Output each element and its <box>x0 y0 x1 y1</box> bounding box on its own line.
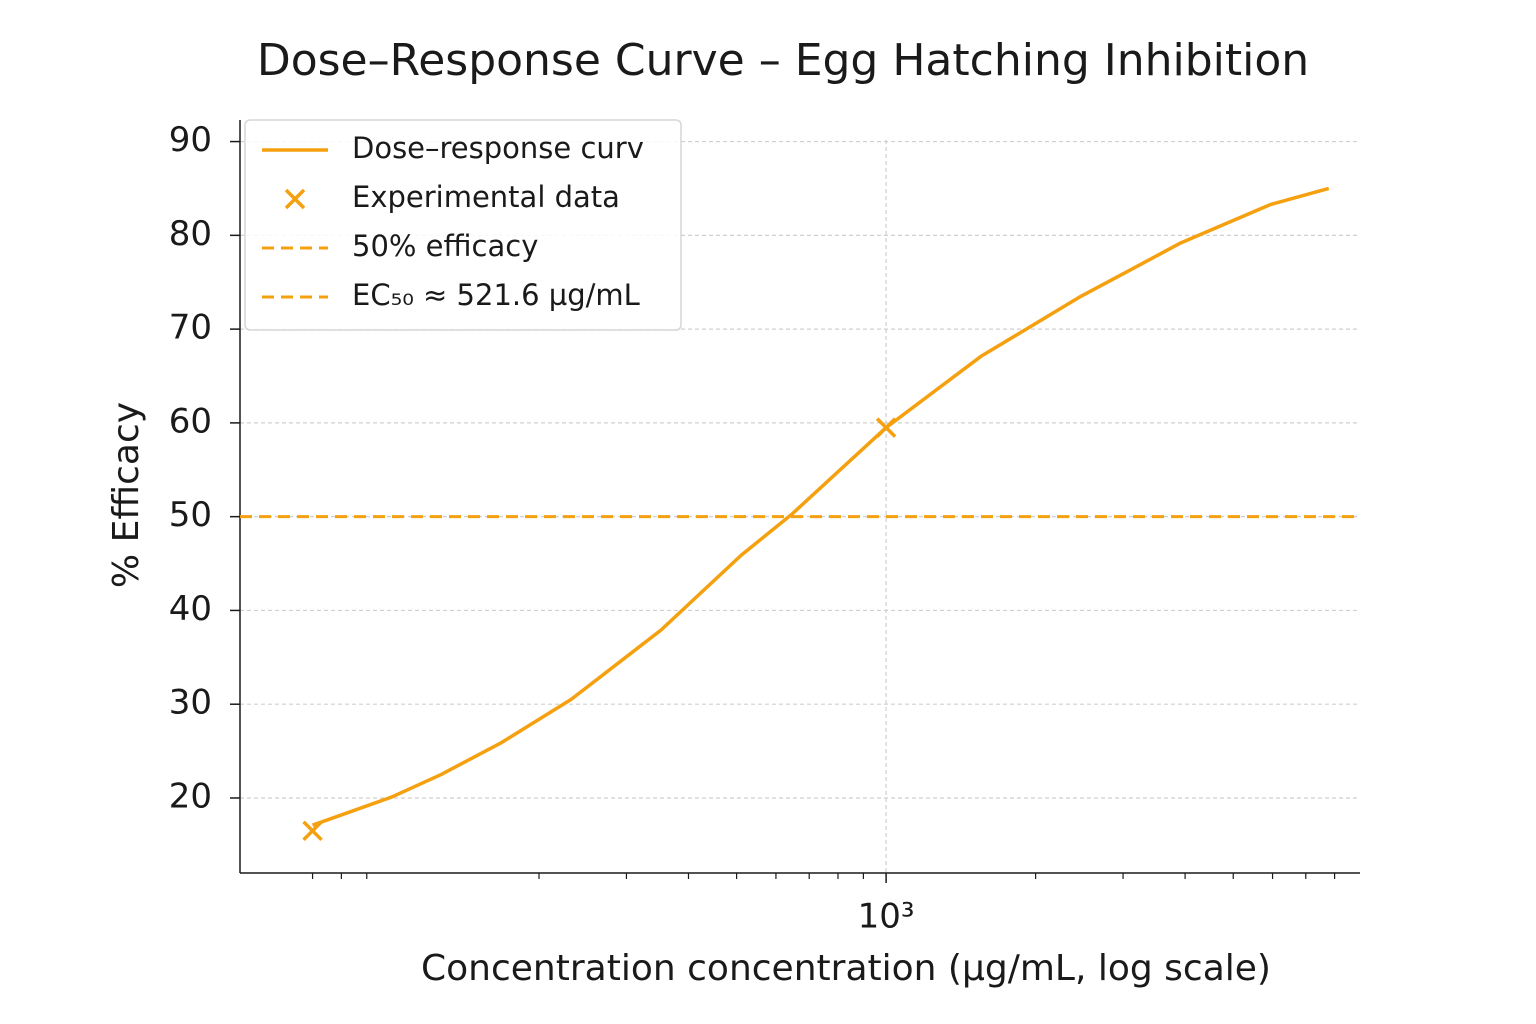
y-tick-label: 50 <box>169 495 212 535</box>
chart-title: Dose–Response Curve – Egg Hatching Inhib… <box>257 35 1309 86</box>
data-point <box>875 417 897 438</box>
legend-box <box>244 119 682 331</box>
legend-label: Experimental data <box>352 180 620 214</box>
y-axis-label: % Efficacy <box>106 402 147 588</box>
data-point <box>302 820 323 842</box>
y-tick-label: 90 <box>169 120 212 160</box>
legend: Dose–response curv Experimental data 50% e… <box>244 119 682 331</box>
legend-label: EC₅₀ ≈ 521.6 µg/mL <box>352 278 640 312</box>
x-tick-label: 10³ <box>858 897 915 937</box>
y-tick-label: 30 <box>169 683 212 723</box>
y-tick-label: 70 <box>169 308 212 348</box>
legend-swatch <box>284 188 306 210</box>
x-axis-label: Concentration concentration (µg/mL, log … <box>421 948 1271 989</box>
legend-label: Dose–response curv <box>352 131 644 165</box>
y-tick-label: 20 <box>169 776 212 816</box>
curve <box>311 186 1330 827</box>
y-tick-label: 60 <box>169 401 212 441</box>
legend-label: 50% efficacy <box>352 229 538 263</box>
y-tick-label: 80 <box>169 214 212 254</box>
y-tick-label: 40 <box>169 589 212 629</box>
